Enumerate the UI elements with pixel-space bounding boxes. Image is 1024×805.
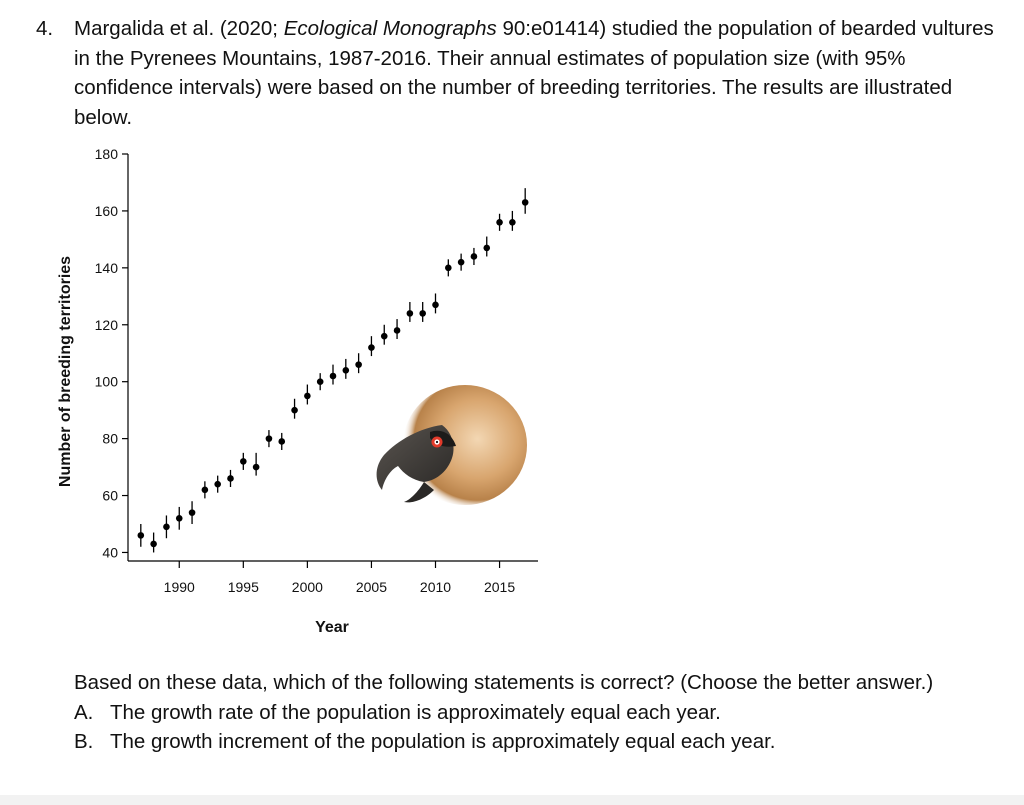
x-tick-label: 1990 xyxy=(164,579,195,595)
option-a[interactable]: A. The growth rate of the population is … xyxy=(74,698,974,728)
x-tick-label: 2015 xyxy=(484,579,515,595)
question-number: 4. xyxy=(36,17,54,40)
data-point xyxy=(291,406,298,414)
journal-name: Ecological Monographs xyxy=(283,17,497,40)
vulture-pupil xyxy=(435,440,439,444)
data-point xyxy=(227,475,234,482)
prompt-line: Based on these data, which of the follow… xyxy=(74,671,934,694)
data-point xyxy=(521,199,529,206)
option-b-text: The growth increment of the population i… xyxy=(110,730,776,754)
answer-section: Based on these data, which of the follow… xyxy=(74,668,974,757)
x-axis-label: Year xyxy=(315,619,349,636)
y-tick-label: 40 xyxy=(102,544,118,560)
data-point xyxy=(509,219,516,226)
page-bottom-edge xyxy=(0,795,1024,805)
question-text-start: Margalida et al. (2020; xyxy=(74,17,284,40)
option-a-text: The growth rate of the population is app… xyxy=(110,700,721,724)
data-point xyxy=(278,438,286,445)
data-point xyxy=(201,486,209,494)
data-point xyxy=(214,480,221,488)
data-point xyxy=(496,219,503,226)
vulture-beard xyxy=(404,482,434,503)
data-point xyxy=(470,253,478,260)
y-tick-label: 180 xyxy=(95,146,119,162)
data-point xyxy=(445,264,452,272)
y-tick-label: 80 xyxy=(102,431,118,447)
data-point xyxy=(329,372,337,380)
data-point xyxy=(483,244,491,252)
bearded-vulture-illustration xyxy=(376,385,527,505)
x-tick-label: 2010 xyxy=(420,579,451,595)
x-tick-label: 2005 xyxy=(356,579,387,595)
x-tick-label: 2000 xyxy=(292,579,323,595)
y-axis-label: Number of breeding territories xyxy=(57,256,74,487)
chart-axes: 40 60 80 100 120 140 160 180 1990 1995 2000 2005 201… xyxy=(95,146,538,595)
data-point xyxy=(240,458,247,465)
data-point xyxy=(457,258,465,266)
data-point xyxy=(252,463,260,471)
data-point xyxy=(380,332,388,340)
scatter-chart: 40 60 80 100 120 140 160 180 1990 1995 2000 2005 201… xyxy=(57,146,538,636)
data-point xyxy=(265,435,273,442)
data-point xyxy=(137,532,145,539)
option-a-letter: A. xyxy=(74,700,94,724)
data-point xyxy=(163,523,170,531)
question-text-rest: 90:e01414) studied the population of bea… xyxy=(74,17,994,129)
y-tick-label: 160 xyxy=(95,203,119,219)
data-point xyxy=(368,344,375,351)
data-point xyxy=(150,540,157,548)
y-tick-label: 100 xyxy=(95,374,119,390)
y-tick-label: 140 xyxy=(95,260,119,276)
data-points xyxy=(137,199,529,548)
data-point xyxy=(316,378,324,385)
data-point xyxy=(432,301,439,309)
data-point xyxy=(393,327,401,334)
x-tick-label: 1995 xyxy=(228,579,259,595)
data-point xyxy=(175,515,183,522)
data-point xyxy=(419,310,426,317)
data-point xyxy=(355,361,362,368)
data-point xyxy=(188,509,196,516)
option-b-letter: B. xyxy=(74,730,94,754)
option-b[interactable]: B. The growth increment of the populatio… xyxy=(74,727,974,757)
question-text: 4. Margalida et al. (2020; Ecological Mo… xyxy=(36,14,996,132)
question-body: Margalida et al. (2020; Ecological Monog… xyxy=(74,14,996,132)
data-point xyxy=(342,367,350,374)
y-tick-label: 60 xyxy=(102,488,118,504)
data-point xyxy=(304,392,311,400)
data-point xyxy=(406,310,414,317)
y-tick-label: 120 xyxy=(95,317,119,333)
